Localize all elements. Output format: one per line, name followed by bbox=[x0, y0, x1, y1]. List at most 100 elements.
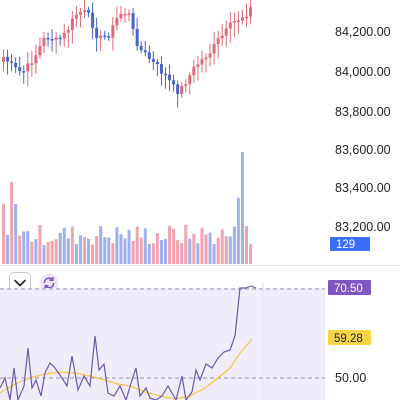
candle-body bbox=[168, 74, 172, 81]
volume-bar bbox=[2, 204, 5, 264]
candle-body bbox=[66, 29, 70, 33]
candle-body bbox=[30, 63, 34, 65]
candle-body bbox=[172, 80, 176, 85]
volume-bar bbox=[10, 182, 14, 264]
volume-bar bbox=[139, 237, 143, 264]
volume-bar bbox=[200, 227, 204, 264]
candle-body bbox=[54, 37, 58, 40]
volume-bar bbox=[245, 226, 248, 264]
volume-bar bbox=[164, 238, 167, 264]
sync-button[interactable] bbox=[38, 272, 60, 294]
candle-body bbox=[99, 35, 103, 39]
volume-bar bbox=[196, 243, 200, 264]
volume-bar bbox=[74, 244, 78, 264]
candle-body bbox=[103, 35, 107, 37]
candle-body bbox=[240, 17, 244, 21]
volume-bar bbox=[240, 152, 244, 264]
candle-body bbox=[188, 75, 192, 85]
price-tick-label: 83,600.00 bbox=[335, 143, 391, 157]
volume-bar bbox=[176, 239, 180, 264]
volume-bar bbox=[58, 232, 62, 264]
price-tick-label: 84,000.00 bbox=[335, 65, 391, 79]
volume-bar bbox=[83, 237, 86, 264]
candle-body bbox=[159, 64, 163, 74]
volume-bar bbox=[26, 231, 30, 264]
candle-body bbox=[151, 58, 155, 62]
candle-body bbox=[192, 66, 196, 76]
rsi-indicator-panel[interactable]: 70.50 59.28 50.00 bbox=[0, 268, 400, 400]
volume-bar bbox=[135, 226, 139, 264]
price-chart[interactable]: 84,200.00 84,000.00 83,800.00 83,600.00 … bbox=[0, 0, 400, 265]
volume-bar bbox=[107, 237, 111, 264]
volume-bar bbox=[34, 239, 38, 264]
candle-body bbox=[58, 37, 62, 40]
price-tick-label: 83,400.00 bbox=[335, 181, 391, 195]
volume-bar bbox=[115, 227, 119, 264]
candle-body bbox=[236, 20, 240, 23]
candle-body bbox=[91, 12, 95, 28]
candle-body bbox=[42, 37, 46, 46]
rsi-line bbox=[0, 285, 257, 400]
volume-bar bbox=[212, 244, 216, 264]
candle-body bbox=[204, 57, 208, 60]
rsi-level-label: 50.00 bbox=[335, 371, 366, 385]
candle-body bbox=[74, 14, 78, 19]
volume-bar bbox=[14, 204, 18, 264]
candle-body bbox=[6, 56, 10, 62]
volume-bar bbox=[220, 229, 224, 264]
rsi-value-badge: 70.50 bbox=[328, 280, 371, 295]
price-tick-label: 84,200.00 bbox=[335, 25, 391, 39]
candle-body bbox=[87, 10, 91, 13]
candle-body bbox=[196, 64, 200, 67]
volume-bar bbox=[147, 244, 151, 264]
candle-body bbox=[78, 11, 82, 15]
candlesticks bbox=[2, 0, 253, 108]
rsi-band bbox=[0, 288, 325, 400]
candle-body bbox=[208, 53, 212, 58]
rsi-ma-value-badge: 59.28 bbox=[328, 330, 371, 345]
candle-body bbox=[26, 63, 30, 72]
volume-bar bbox=[62, 227, 66, 264]
volume-bar bbox=[22, 231, 26, 264]
volume-bar bbox=[208, 232, 212, 264]
candle-body bbox=[228, 22, 232, 29]
candle-body bbox=[46, 37, 50, 40]
candle-body bbox=[119, 13, 123, 19]
candle-body bbox=[34, 55, 38, 64]
candle-body bbox=[249, 7, 253, 17]
volume-bar bbox=[228, 236, 232, 264]
volume-bar bbox=[192, 233, 196, 264]
volume-bar bbox=[155, 233, 159, 264]
volume-bar bbox=[127, 229, 131, 264]
volume-bar bbox=[87, 238, 91, 264]
volume-bar bbox=[184, 224, 188, 264]
volume-bar bbox=[131, 240, 135, 264]
candle-body bbox=[10, 61, 14, 63]
volume-bar bbox=[151, 243, 155, 264]
candle-body bbox=[164, 73, 167, 76]
candle-body bbox=[232, 21, 236, 23]
volume-bar bbox=[216, 237, 220, 264]
volume-bar bbox=[42, 245, 46, 264]
candle-body bbox=[83, 10, 86, 12]
volume-bar bbox=[70, 226, 74, 264]
candle-body bbox=[131, 13, 135, 29]
volume-bar bbox=[30, 241, 34, 264]
volume-bar bbox=[99, 226, 103, 264]
candle-body bbox=[115, 18, 119, 26]
sync-icon bbox=[39, 273, 59, 293]
volume-bar bbox=[249, 244, 253, 264]
candle-body bbox=[155, 61, 159, 65]
volume-bar bbox=[204, 234, 208, 264]
candle-body bbox=[135, 28, 139, 47]
candle-body bbox=[216, 38, 220, 44]
candle-body bbox=[123, 13, 127, 16]
volume-bar bbox=[78, 235, 82, 264]
candle-body bbox=[143, 50, 147, 53]
volume-bar bbox=[111, 243, 115, 264]
candle-body bbox=[95, 27, 99, 39]
candle-body bbox=[22, 71, 26, 73]
volume-bar bbox=[188, 238, 192, 264]
volume-bar bbox=[232, 226, 236, 264]
candle-body bbox=[18, 67, 22, 72]
